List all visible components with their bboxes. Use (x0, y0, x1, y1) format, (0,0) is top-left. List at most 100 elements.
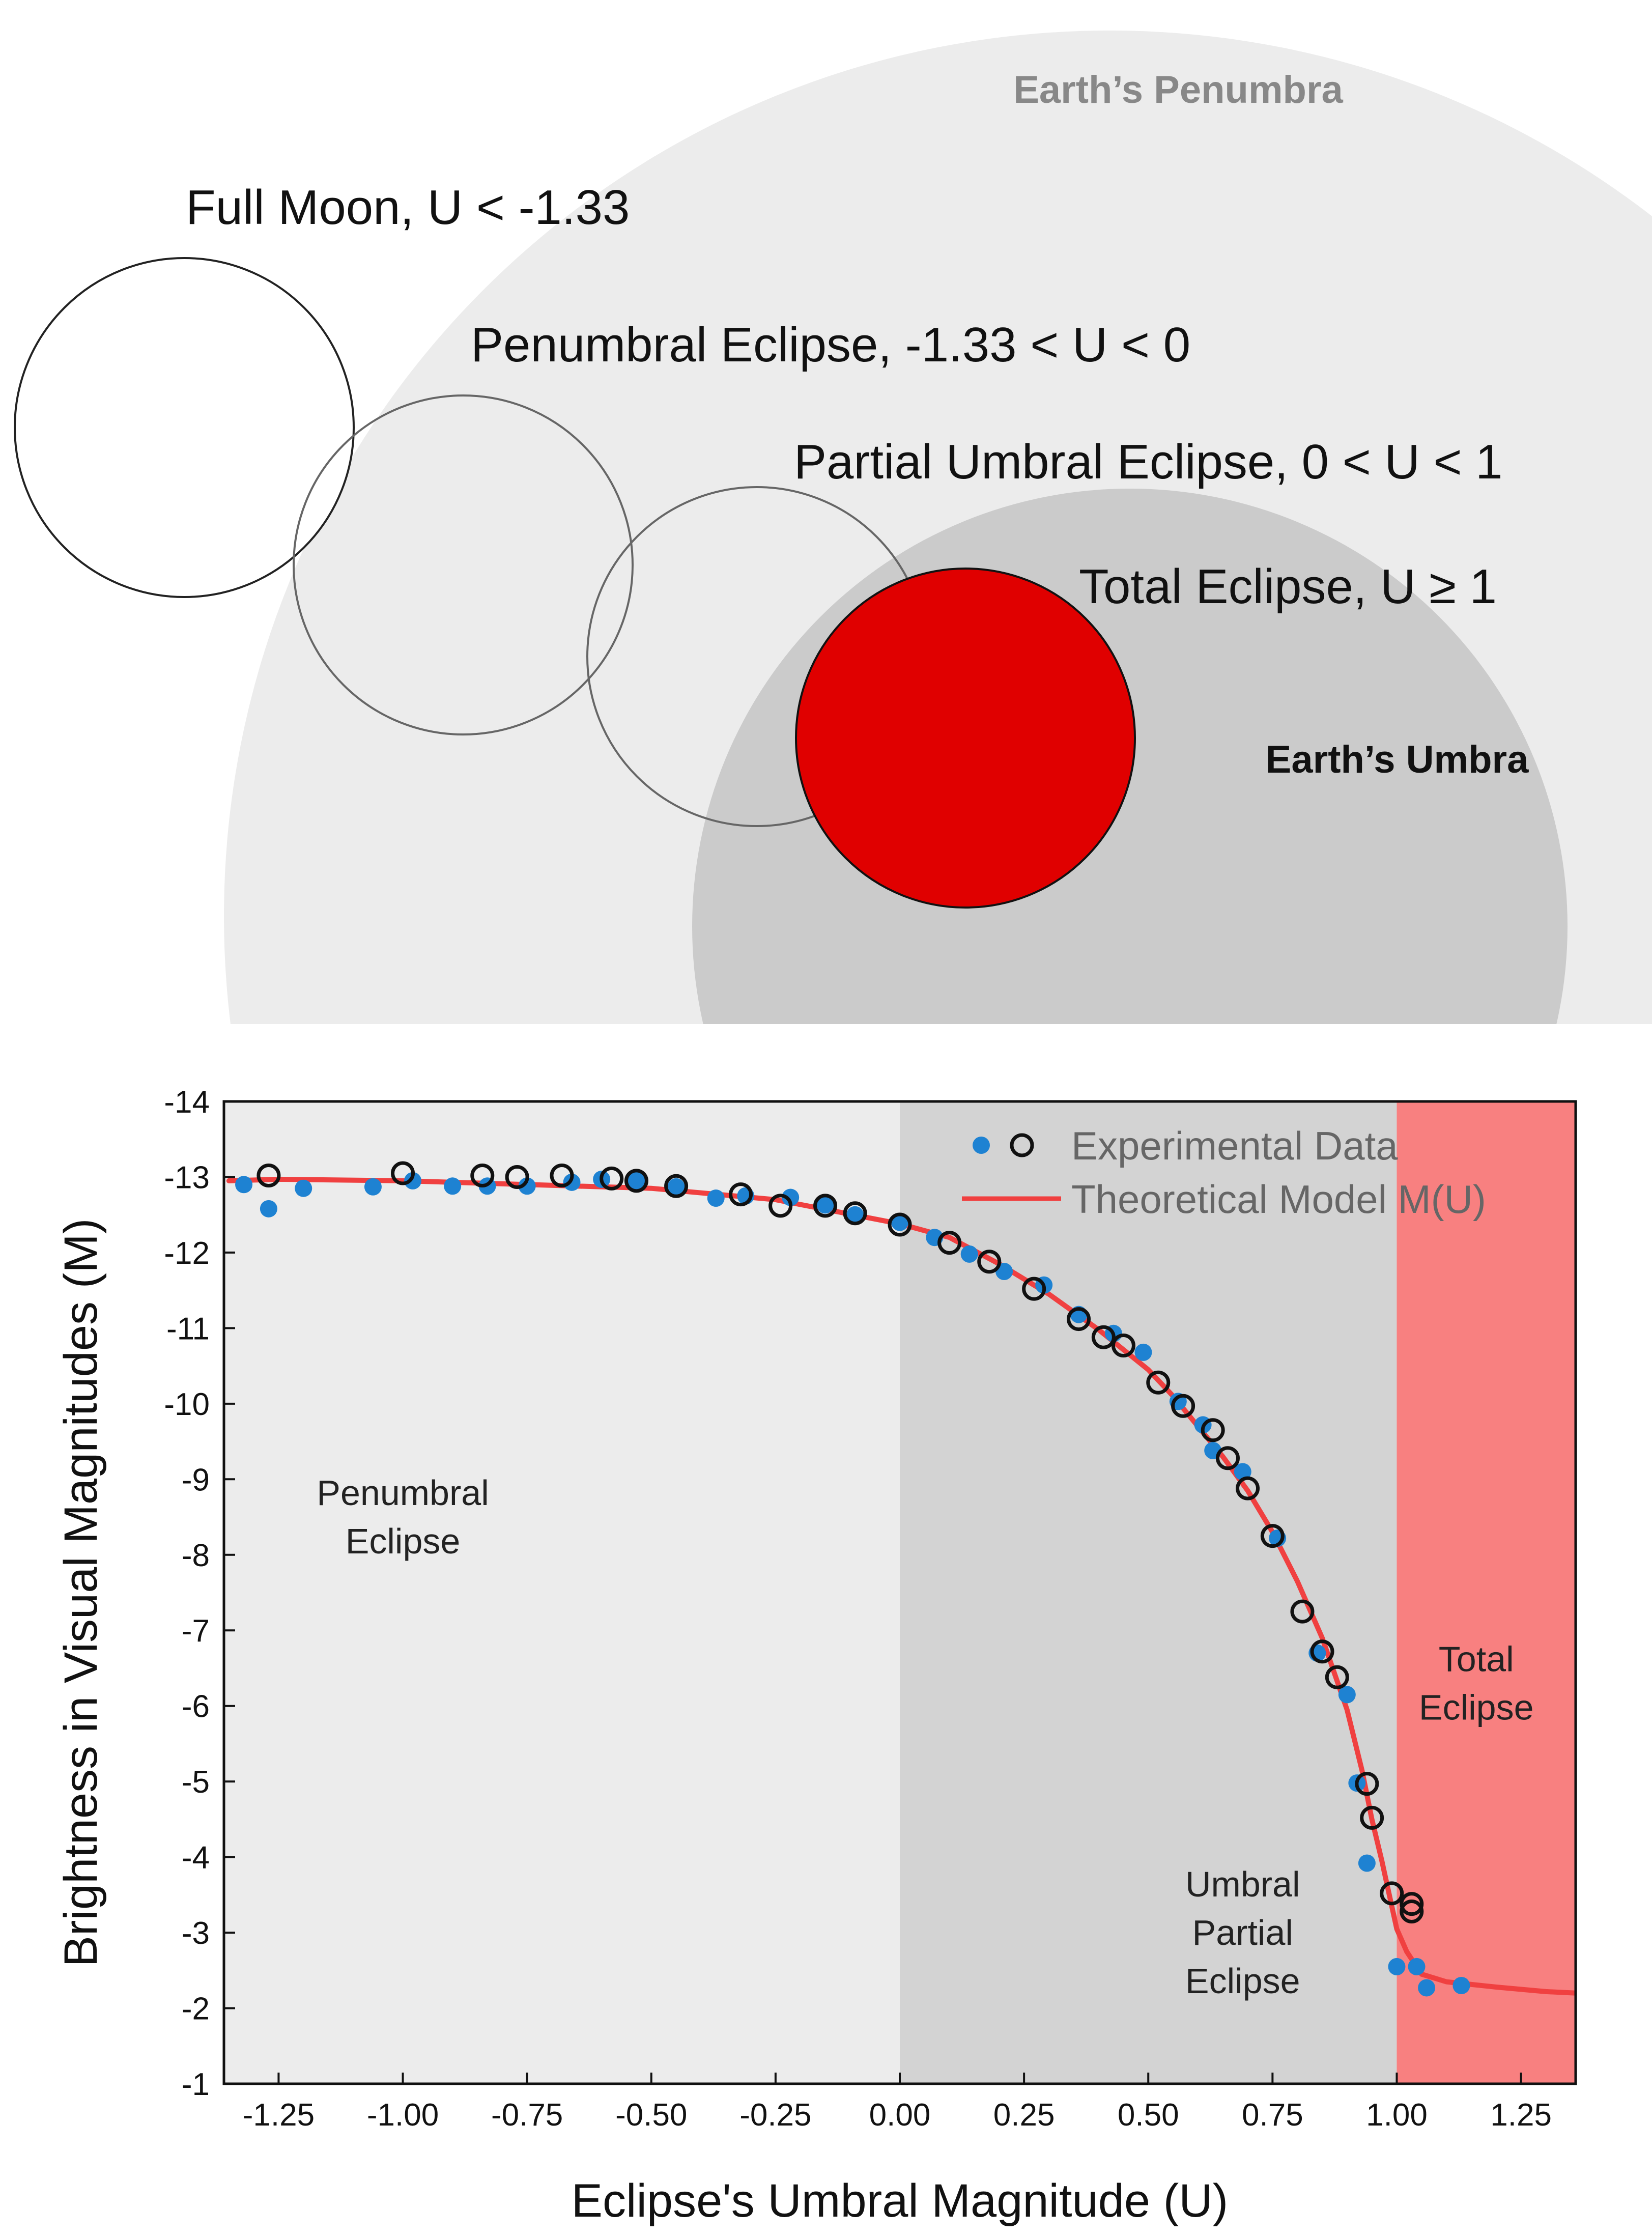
region-label-umbral-partial-0: Umbral (1185, 1864, 1300, 1904)
eclipse-diagram: Earth’s Penumbra Earth’s Umbra Full Moon… (14, 31, 1652, 1024)
data-point-filled (260, 1200, 277, 1217)
y-tick-label: -4 (182, 1840, 210, 1876)
data-point-open (624, 1169, 648, 1193)
data-point-open (1201, 1418, 1225, 1442)
legend-label-experimental: Experimental Data (1071, 1123, 1398, 1168)
data-point-filled (563, 1173, 581, 1191)
tick-labels: -1.25 -1.00 -0.75 -0.50 -0.25 0.00 0.25 0.50 0.7… (164, 1085, 1552, 2133)
legend-filled-marker (973, 1137, 990, 1154)
region-umbral-partial (900, 1101, 1397, 2084)
data-point-open (977, 1250, 1002, 1274)
y-tick-label: -6 (182, 1689, 210, 1724)
moon-full (14, 257, 355, 598)
data-point-filled (667, 1178, 685, 1196)
legend-label-model: Theoretical Model M(U) (1071, 1177, 1486, 1222)
x-tick-label: 0.25 (993, 2098, 1055, 2133)
data-point-open (1215, 1446, 1240, 1470)
y-tick-label: -11 (166, 1311, 210, 1346)
data-point-open (813, 1194, 838, 1218)
data-point-filled (444, 1177, 462, 1195)
data-point-filled (960, 1245, 978, 1263)
data-point-filled (1358, 1854, 1376, 1872)
region-label-total-1: Eclipse (1419, 1688, 1534, 1727)
stage-label-partial-umbral: Partial Umbral Eclipse, 0 < U < 1 (794, 435, 1503, 489)
data-point-open (1146, 1370, 1171, 1395)
x-tick-label: -1.00 (367, 2098, 439, 2133)
data-point-filled (816, 1196, 834, 1214)
data-point-open (550, 1163, 574, 1187)
y-tick-label: -1 (182, 2067, 210, 2102)
data-point-filled (1234, 1463, 1251, 1481)
umbra-label: Earth’s Umbra (1266, 738, 1529, 781)
x-tick-label: -0.25 (739, 2098, 811, 2133)
data-point-open (843, 1201, 867, 1226)
data-point-filled (1418, 1979, 1436, 1997)
data-point-filled (235, 1176, 253, 1194)
chart: Penumbral Eclipse Umbral Partial Eclipse Tota… (55, 1085, 1577, 2227)
data-point-open (1091, 1325, 1116, 1349)
data-point-open (1355, 1772, 1379, 1796)
data-point-filled (782, 1188, 800, 1206)
x-tick-label: -0.50 (615, 2098, 687, 2133)
data-point-open (768, 1194, 793, 1218)
y-tick-label: -10 (164, 1387, 210, 1422)
region-penumbral (224, 1101, 900, 2084)
data-point-open (505, 1165, 529, 1189)
y-tick-label: -12 (164, 1236, 210, 1271)
data-point-filled (1452, 1977, 1470, 1994)
data-point-open (1290, 1599, 1315, 1624)
data-point-open (937, 1231, 962, 1255)
y-tick-label: -8 (182, 1538, 210, 1573)
data-point-filled (404, 1172, 422, 1189)
data-point-filled (1338, 1686, 1356, 1704)
data-point-open (1171, 1394, 1195, 1418)
data-point-filled (707, 1189, 725, 1207)
penumbra-label: Earth’s Penumbra (1013, 68, 1343, 111)
legend-open-marker (1010, 1133, 1034, 1157)
x-tick-label: 0.50 (1118, 2098, 1179, 2133)
data-point-filled (295, 1179, 312, 1197)
y-tick-label: -13 (164, 1160, 210, 1195)
plot-frame (222, 1100, 1577, 2085)
data-point-open (1022, 1277, 1046, 1301)
x-tick-label: -1.25 (243, 2098, 315, 2133)
y-tick-label: -9 (182, 1462, 210, 1497)
data-point-open (1325, 1665, 1349, 1689)
moon-total (795, 568, 1136, 909)
data-point-open (600, 1166, 624, 1191)
region-backgrounds (224, 1101, 1576, 2084)
data-point-open (1236, 1476, 1260, 1500)
y-tick-label: -7 (182, 1613, 210, 1649)
data-point-open (257, 1163, 281, 1187)
x-tick-label: 0.00 (869, 2098, 931, 2133)
x-tick-label: 1.25 (1490, 2098, 1552, 2133)
x-axis-label: Eclipse's Umbral Magnitude (U) (572, 2175, 1229, 2227)
region-labels: Penumbral Eclipse Umbral Partial Eclipse Tota… (317, 1473, 1533, 2001)
data-point-open (888, 1212, 912, 1237)
y-axis-label: Brightness in Visual Magnitudes (M) (55, 1219, 107, 1967)
region-label-umbral-partial-2: Eclipse (1185, 1961, 1300, 2001)
data-point-filled (846, 1206, 864, 1224)
data-point-filled (1134, 1343, 1152, 1361)
data-point-open (1310, 1639, 1334, 1664)
y-tick-label: -5 (182, 1765, 210, 1800)
data-point-open (1400, 1892, 1424, 1916)
x-tick-label: 0.75 (1242, 2098, 1303, 2133)
y-tick-label: -3 (182, 1916, 210, 1951)
region-label-total-0: Total (1439, 1639, 1514, 1679)
region-label-umbral-partial-1: Partial (1192, 1913, 1293, 1952)
x-tick-label: 1.00 (1366, 2098, 1428, 2133)
data-point-open (729, 1182, 753, 1207)
data-point-open (664, 1174, 689, 1198)
y-tick-label: -14 (164, 1085, 210, 1120)
data-point-filled (628, 1172, 645, 1189)
data-point-open (391, 1161, 415, 1185)
data-point-filled (364, 1178, 382, 1196)
moon-penumbral (293, 394, 634, 735)
region-label-penumbral-0: Penumbral (317, 1473, 489, 1513)
stage-label-full-moon: Full Moon, U < -1.33 (186, 180, 630, 235)
region-label-penumbral-1: Eclipse (346, 1521, 461, 1561)
data-point-filled (518, 1177, 536, 1195)
data-point-filled (891, 1213, 908, 1231)
